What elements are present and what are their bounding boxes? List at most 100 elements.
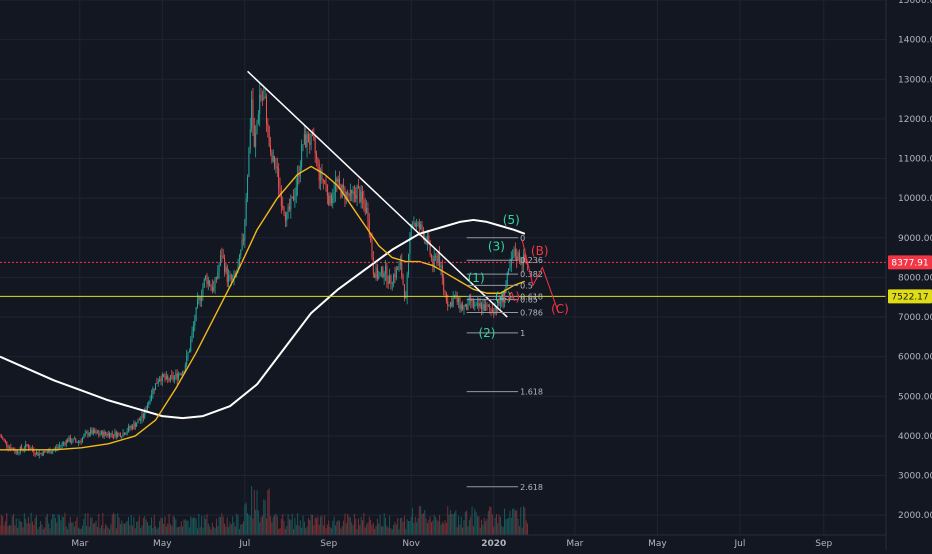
price-tick-label: 15000.00 bbox=[898, 0, 932, 6]
volume-bar bbox=[275, 513, 277, 535]
volume-bar bbox=[501, 525, 503, 535]
volume-bar bbox=[460, 516, 462, 535]
candle-body bbox=[114, 431, 116, 437]
candle-body bbox=[94, 429, 96, 433]
volume-bar bbox=[132, 525, 134, 535]
volume-bar bbox=[316, 518, 318, 535]
volume-bar bbox=[352, 525, 354, 535]
volume-bar bbox=[138, 516, 140, 535]
candle-body bbox=[375, 267, 377, 278]
candle-body bbox=[360, 191, 362, 203]
candle-body bbox=[7, 446, 9, 449]
volume-bar bbox=[96, 527, 98, 535]
candle-body bbox=[241, 239, 243, 250]
candle-body bbox=[314, 139, 316, 154]
volume-bar bbox=[129, 525, 131, 535]
wave-label: (5) bbox=[503, 213, 520, 227]
candle-body bbox=[72, 438, 74, 442]
volume-bar bbox=[98, 513, 100, 535]
candle-body bbox=[18, 452, 20, 454]
volume-bar bbox=[80, 528, 82, 535]
candle-body bbox=[165, 375, 167, 380]
candle-body bbox=[207, 280, 209, 285]
candle-body bbox=[317, 158, 319, 164]
volume-bar bbox=[3, 525, 5, 535]
candle-body bbox=[178, 374, 180, 380]
candle-body bbox=[374, 273, 376, 278]
volume-bar bbox=[0, 525, 1, 535]
candle-body bbox=[345, 191, 347, 200]
volume-bar bbox=[401, 517, 403, 535]
wave-label: (1) bbox=[468, 271, 485, 285]
volume-bar bbox=[451, 513, 453, 535]
candle-body bbox=[274, 155, 276, 168]
candle-body bbox=[504, 292, 506, 303]
volume-bar bbox=[52, 514, 54, 535]
volume-bar bbox=[30, 512, 32, 535]
candle-body bbox=[475, 304, 477, 306]
volume-bar bbox=[340, 528, 342, 535]
volume-bar bbox=[337, 519, 339, 535]
volume-bar bbox=[474, 508, 476, 535]
volume-bar bbox=[395, 524, 397, 535]
candle-body bbox=[182, 371, 184, 375]
candle-body bbox=[221, 255, 223, 257]
volume-bar bbox=[217, 526, 219, 535]
volume-bar bbox=[310, 514, 312, 535]
volume-bar bbox=[73, 526, 75, 535]
candle-body bbox=[462, 304, 464, 310]
volume-bar bbox=[192, 517, 194, 535]
volume-bar bbox=[252, 518, 254, 535]
volume-bar bbox=[303, 521, 305, 535]
volume-bar bbox=[447, 506, 449, 535]
candle-body bbox=[38, 453, 40, 456]
candle-body bbox=[370, 234, 372, 241]
candle-body bbox=[459, 297, 461, 310]
candle-body bbox=[156, 383, 158, 384]
candle-body bbox=[452, 297, 454, 307]
candle-body bbox=[244, 219, 246, 241]
wave-label: (B) bbox=[531, 244, 549, 258]
volume-bar bbox=[284, 529, 286, 535]
candle-body bbox=[287, 206, 289, 213]
volume-bar bbox=[368, 516, 370, 535]
candle-body bbox=[3, 438, 5, 440]
volume-bar bbox=[218, 516, 220, 535]
candle-body bbox=[14, 450, 16, 453]
candle-body bbox=[56, 447, 58, 449]
candle-body bbox=[383, 273, 385, 278]
volume-bar bbox=[455, 510, 457, 535]
candle-body bbox=[148, 401, 150, 406]
candle-body bbox=[222, 256, 224, 258]
volume-bar bbox=[182, 526, 184, 535]
volume-bar bbox=[425, 518, 427, 535]
volume-bar bbox=[394, 521, 396, 535]
candle-body bbox=[288, 206, 290, 210]
candle-body bbox=[109, 433, 111, 438]
volume-bar bbox=[387, 527, 389, 535]
volume-bar bbox=[183, 519, 185, 535]
volume-bar bbox=[175, 519, 177, 535]
candle-body bbox=[332, 197, 334, 204]
grid bbox=[0, 0, 886, 535]
candle-body bbox=[107, 433, 109, 436]
candle-body bbox=[382, 267, 384, 278]
candle-body bbox=[316, 153, 318, 159]
candle-body bbox=[238, 255, 240, 267]
volume-bar bbox=[90, 517, 92, 535]
candle-body bbox=[290, 198, 292, 210]
volume-bar bbox=[485, 521, 487, 535]
candle-body bbox=[68, 437, 70, 442]
candle-body bbox=[432, 258, 434, 268]
volume-bar bbox=[196, 528, 198, 535]
volume-bar bbox=[466, 510, 468, 535]
candle-body bbox=[322, 179, 324, 181]
volume-bar bbox=[282, 514, 284, 535]
time-tick-label: Mar bbox=[71, 539, 88, 549]
volume-bar bbox=[286, 525, 288, 535]
volume-bar bbox=[490, 507, 492, 535]
volume-bar bbox=[213, 526, 215, 535]
candle-body bbox=[21, 446, 23, 450]
